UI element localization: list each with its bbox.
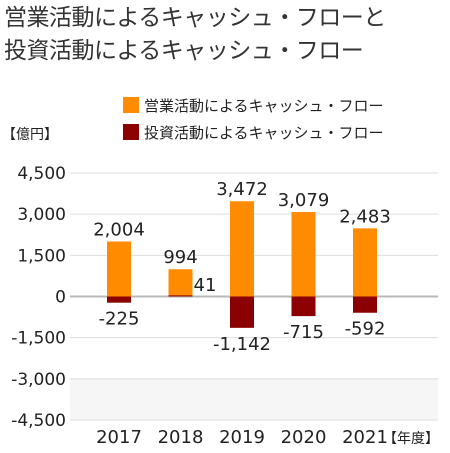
- data-label-investing: -592: [345, 319, 386, 340]
- x-tick-label: 2018: [158, 427, 204, 448]
- x-axis-unit-label: 【年度】: [383, 431, 439, 447]
- y-tick-label: -3,000: [11, 370, 66, 390]
- bottom-band: [70, 378, 438, 420]
- y-tick-label: 1,500: [17, 246, 66, 266]
- bars: [107, 201, 377, 328]
- data-label-operating: 2,004: [93, 220, 145, 241]
- bar-operating: [230, 201, 254, 297]
- bar-investing: [353, 296, 377, 313]
- y-tick-label: -1,500: [11, 329, 66, 349]
- data-label-operating: 3,472: [216, 179, 268, 200]
- legend-swatch-investing: [123, 124, 139, 140]
- bar-operating: [107, 241, 131, 297]
- x-tick-label: 2017: [96, 427, 142, 448]
- chart-title-line-1: 営業活動によるキャッシュ・フローと: [4, 5, 386, 31]
- y-tick-label: 4,500: [17, 164, 66, 184]
- bar-investing: [107, 296, 131, 303]
- data-label-operating: 994: [163, 247, 197, 268]
- data-label-investing: 41: [194, 275, 217, 296]
- legend-swatch-operating: [123, 97, 139, 113]
- bar-investing: [291, 296, 316, 317]
- data-label-investing: -225: [99, 309, 140, 330]
- y-tick-label: 0: [55, 288, 66, 308]
- y-axis-unit-label: 【億円】: [2, 127, 58, 143]
- bar-operating: [353, 228, 377, 297]
- bar-investing: [168, 295, 193, 297]
- x-tick-label: 2020: [281, 427, 327, 448]
- bar-operating: [291, 211, 316, 297]
- data-labels: 2,004 -225 994 41 3,472 -1,142 3,079 -715 2,483 -…: [93, 179, 391, 355]
- data-label-operating: 3,079: [278, 190, 330, 211]
- bar-operating: [168, 269, 193, 297]
- x-tick-label: 2021: [342, 427, 388, 448]
- y-tick-label: -4,500: [11, 411, 66, 431]
- chart-legend: 営業活動によるキャッシュ・フロー 投資活動によるキャッシュ・フロー: [123, 97, 384, 142]
- y-axis-ticks: 4,500 3,000 1,500 0 -1,500 -3,000 -4,500: [11, 164, 66, 431]
- data-label-investing: -1,142: [213, 334, 271, 355]
- data-label-investing: -715: [283, 322, 324, 343]
- x-axis-ticks: 2017 2018 2019 2020 2021: [96, 427, 388, 448]
- legend-label-investing: 投資活動によるキャッシュ・フロー: [144, 124, 384, 142]
- chart-title-line-2: 投資活動によるキャッシュ・フロー: [4, 38, 364, 64]
- data-label-operating: 2,483: [339, 206, 391, 227]
- y-tick-label: 3,000: [17, 205, 66, 225]
- legend-label-operating: 営業活動によるキャッシュ・フロー: [144, 97, 384, 115]
- x-tick-label: 2019: [219, 427, 265, 448]
- bar-investing: [230, 296, 254, 328]
- chart-title: 営業活動によるキャッシュ・フローと 投資活動によるキャッシュ・フロー: [4, 2, 446, 68]
